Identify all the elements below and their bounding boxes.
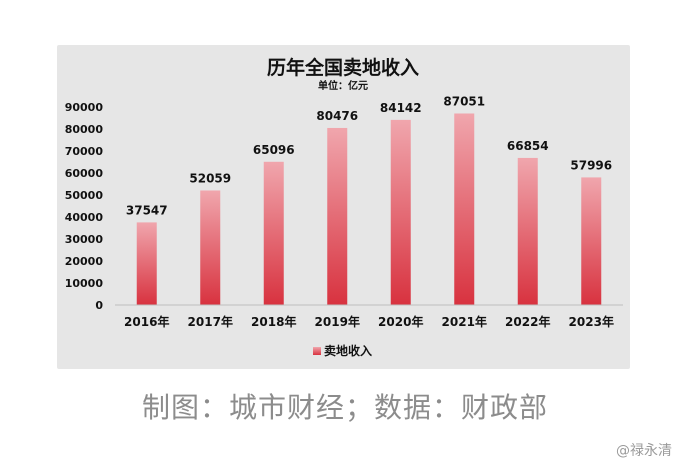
y-tick-label: 20000	[65, 255, 104, 268]
bar-chart: 历年全国卖地收入 单位：亿元 0 10000 20000 30000 40000 5000…	[65, 56, 623, 358]
bar	[263, 161, 284, 305]
y-tick-label: 10000	[65, 277, 104, 290]
data-label: 87051	[443, 94, 485, 108]
y-tick-label: 50000	[65, 189, 104, 202]
watermark: @禄永清	[616, 443, 672, 459]
bar	[200, 190, 221, 305]
y-tick-label: 40000	[65, 211, 104, 224]
x-tick-label: 2017年	[188, 314, 233, 329]
x-tick-label: 2023年	[569, 314, 614, 329]
data-labels-group: 37547 52059 65096 80476 84142 87051 66854 57996	[126, 94, 612, 217]
x-tick-label: 2020年	[378, 314, 423, 329]
chart-title: 历年全国卖地收入	[267, 56, 419, 79]
y-tick-label: 80000	[65, 123, 104, 136]
x-axis: 2016年 2017年 2018年 2019年 2020年 2021年 2022年 2023年	[124, 314, 614, 329]
bar	[327, 127, 348, 306]
data-label: 57996	[570, 158, 612, 172]
legend-swatch	[313, 347, 321, 355]
bar	[136, 222, 157, 305]
x-tick-label: 2018年	[251, 314, 296, 329]
data-label: 37547	[126, 203, 168, 217]
x-tick-label: 2016年	[124, 314, 169, 329]
data-label: 52059	[189, 171, 231, 185]
chart-panel: 历年全国卖地收入 单位：亿元 0 10000 20000 30000 40000 5000…	[57, 45, 630, 369]
x-tick-label: 2019年	[315, 314, 360, 329]
bar	[454, 113, 475, 306]
data-label: 66854	[507, 139, 549, 153]
bar	[390, 119, 411, 305]
y-tick-label: 30000	[65, 233, 104, 246]
bar	[517, 157, 538, 305]
y-tick-label: 70000	[65, 145, 104, 158]
data-label: 84142	[380, 101, 422, 115]
y-tick-label: 60000	[65, 167, 104, 180]
bars-group	[136, 113, 602, 306]
y-tick-label: 0	[95, 299, 103, 312]
legend-label: 卖地收入	[324, 343, 372, 358]
data-label: 65096	[253, 143, 295, 157]
caption: 制图：城市财经；数据：财政部	[141, 391, 548, 424]
chart-subtitle: 单位：亿元	[318, 79, 368, 92]
x-tick-label: 2022年	[505, 314, 550, 329]
y-tick-label: 90000	[65, 101, 104, 114]
data-label: 80476	[316, 109, 358, 123]
x-tick-label: 2021年	[442, 314, 487, 329]
bar	[581, 177, 602, 305]
y-axis: 0 10000 20000 30000 40000 50000 60000 70000 8000…	[65, 101, 104, 312]
legend: 卖地收入	[313, 343, 372, 358]
